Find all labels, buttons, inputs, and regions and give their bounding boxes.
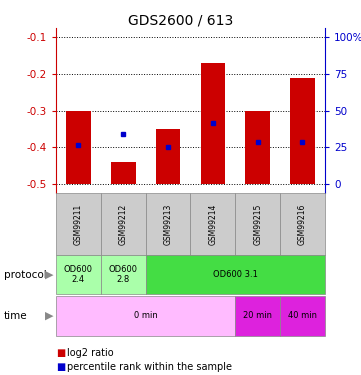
Bar: [111, 162, 135, 184]
Text: log2 ratio: log2 ratio: [67, 348, 113, 358]
Bar: [235, 193, 280, 255]
Text: GSM99211: GSM99211: [74, 203, 83, 245]
Bar: [66, 111, 91, 184]
Text: 0 min: 0 min: [134, 311, 157, 320]
Text: GDS2600 / 613: GDS2600 / 613: [128, 13, 233, 27]
Text: 40 min: 40 min: [288, 311, 317, 320]
Text: ▶: ▶: [44, 270, 53, 280]
Text: 20 min: 20 min: [243, 311, 272, 320]
Bar: [101, 193, 145, 255]
Bar: [200, 63, 225, 184]
Text: protocol: protocol: [4, 270, 46, 280]
Bar: [145, 193, 191, 255]
Text: OD600
2.4: OD600 2.4: [64, 265, 93, 284]
Bar: [191, 193, 235, 255]
Bar: [101, 255, 145, 294]
Bar: [56, 255, 101, 294]
Bar: [156, 129, 180, 184]
Text: GSM99212: GSM99212: [119, 203, 128, 245]
Text: GSM99213: GSM99213: [164, 203, 173, 245]
Text: time: time: [4, 311, 27, 321]
Text: OD600
2.8: OD600 2.8: [109, 265, 138, 284]
Bar: [235, 296, 280, 336]
Text: ▶: ▶: [44, 311, 53, 321]
Bar: [145, 255, 325, 294]
Bar: [280, 296, 325, 336]
Text: GSM99215: GSM99215: [253, 203, 262, 245]
Text: GSM99214: GSM99214: [208, 203, 217, 245]
Bar: [56, 296, 235, 336]
Text: percentile rank within the sample: percentile rank within the sample: [67, 362, 232, 372]
Text: ■: ■: [56, 348, 65, 358]
Bar: [56, 193, 101, 255]
Text: GSM99216: GSM99216: [298, 203, 307, 245]
Bar: [290, 78, 315, 184]
Bar: [280, 193, 325, 255]
Text: OD600 3.1: OD600 3.1: [213, 270, 258, 279]
Bar: [245, 111, 270, 184]
Text: ■: ■: [56, 362, 65, 372]
